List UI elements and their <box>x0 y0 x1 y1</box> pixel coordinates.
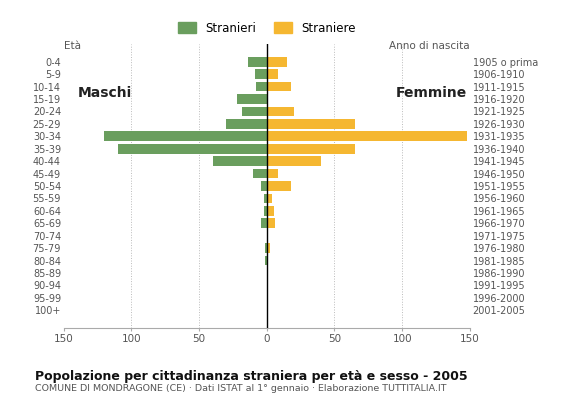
Bar <box>248 57 267 67</box>
Bar <box>255 69 267 79</box>
Bar <box>118 144 267 154</box>
Bar <box>253 169 267 178</box>
Bar <box>267 144 355 154</box>
Bar <box>262 218 267 228</box>
Bar <box>267 57 287 67</box>
Bar <box>267 206 274 216</box>
Bar <box>267 194 272 203</box>
Text: Età: Età <box>64 40 81 50</box>
Bar <box>267 132 467 141</box>
Bar <box>237 94 267 104</box>
Bar <box>267 82 291 92</box>
Bar <box>242 107 267 116</box>
Text: Femmine: Femmine <box>396 86 467 100</box>
Bar <box>267 107 294 116</box>
Text: Anno di nascita: Anno di nascita <box>389 40 470 50</box>
Bar <box>104 132 267 141</box>
Bar <box>267 231 268 240</box>
Bar <box>226 119 267 129</box>
Bar <box>266 243 267 253</box>
Bar <box>267 218 275 228</box>
Bar <box>267 169 278 178</box>
Text: Maschi: Maschi <box>77 86 132 100</box>
Bar <box>262 181 267 191</box>
Bar <box>264 194 267 203</box>
Bar <box>267 69 278 79</box>
Bar <box>267 156 321 166</box>
Bar <box>264 206 267 216</box>
Text: Popolazione per cittadinanza straniera per età e sesso - 2005: Popolazione per cittadinanza straniera p… <box>35 370 467 383</box>
Bar <box>266 256 267 265</box>
Bar <box>267 256 268 265</box>
Bar <box>267 119 355 129</box>
Bar <box>267 243 270 253</box>
Text: COMUNE DI MONDRAGONE (CE) · Dati ISTAT al 1° gennaio · Elaborazione TUTTITALIA.I: COMUNE DI MONDRAGONE (CE) · Dati ISTAT a… <box>35 384 446 393</box>
Bar <box>213 156 267 166</box>
Bar <box>267 181 291 191</box>
Legend: Stranieri, Straniere: Stranieri, Straniere <box>178 22 356 34</box>
Bar <box>256 82 267 92</box>
